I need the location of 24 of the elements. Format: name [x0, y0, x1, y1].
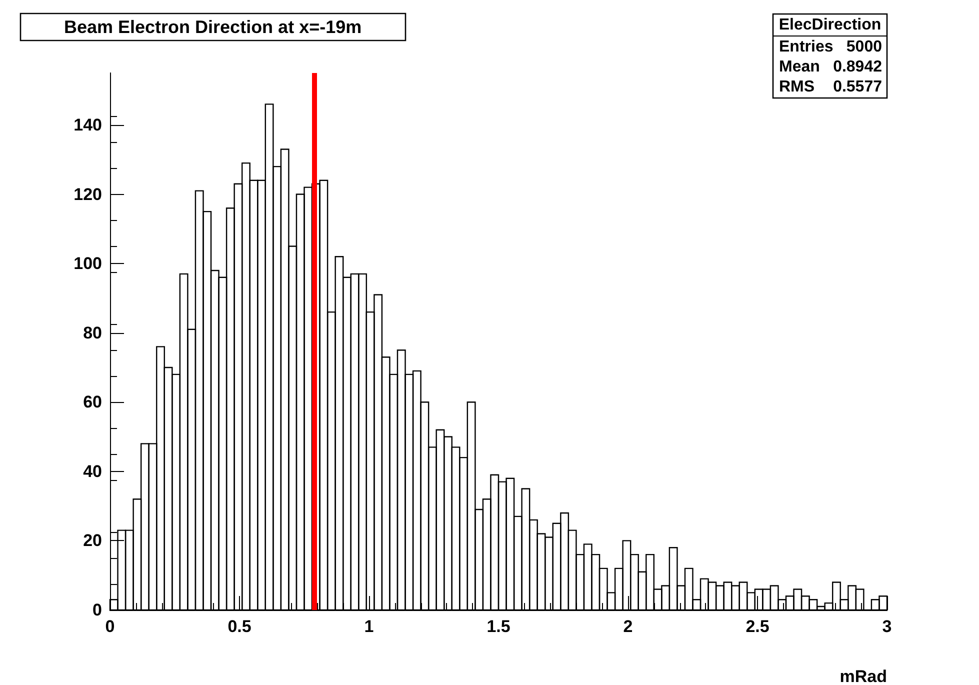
- text: Entries: [779, 38, 834, 56]
- y-tick-label: 60: [83, 392, 102, 412]
- text: ElecDirection: [778, 16, 882, 34]
- x-tick-label: 1: [364, 617, 374, 636]
- x-tick-label: 2.5: [746, 617, 770, 636]
- x-tick-label: 0: [105, 617, 115, 636]
- annotation: 0.8942: [833, 58, 882, 76]
- x-tick-label: 2: [623, 617, 633, 636]
- x-tick-label: 3: [882, 617, 892, 636]
- y-tick-label: 80: [83, 323, 102, 342]
- annotation: RMS: [779, 78, 815, 96]
- y-tick-label: 20: [83, 531, 102, 550]
- y-tick-label: 100: [74, 254, 102, 274]
- y-tick-label: 0: [92, 600, 102, 620]
- y-tick-label: 120: [74, 184, 102, 204]
- x-tick-label: 0.5: [228, 617, 252, 636]
- annotation: 0.5577: [833, 78, 882, 96]
- x-axis-title: mRad: [840, 667, 887, 685]
- text: 5000: [846, 38, 882, 56]
- y-tick-label: 40: [83, 462, 102, 481]
- annotation: Mean: [779, 58, 820, 76]
- x-tick-label: 1.5: [486, 617, 510, 636]
- y-tick-label: 140: [74, 115, 102, 134]
- chart-title: Beam Electron Direction at x=-19m: [64, 17, 362, 37]
